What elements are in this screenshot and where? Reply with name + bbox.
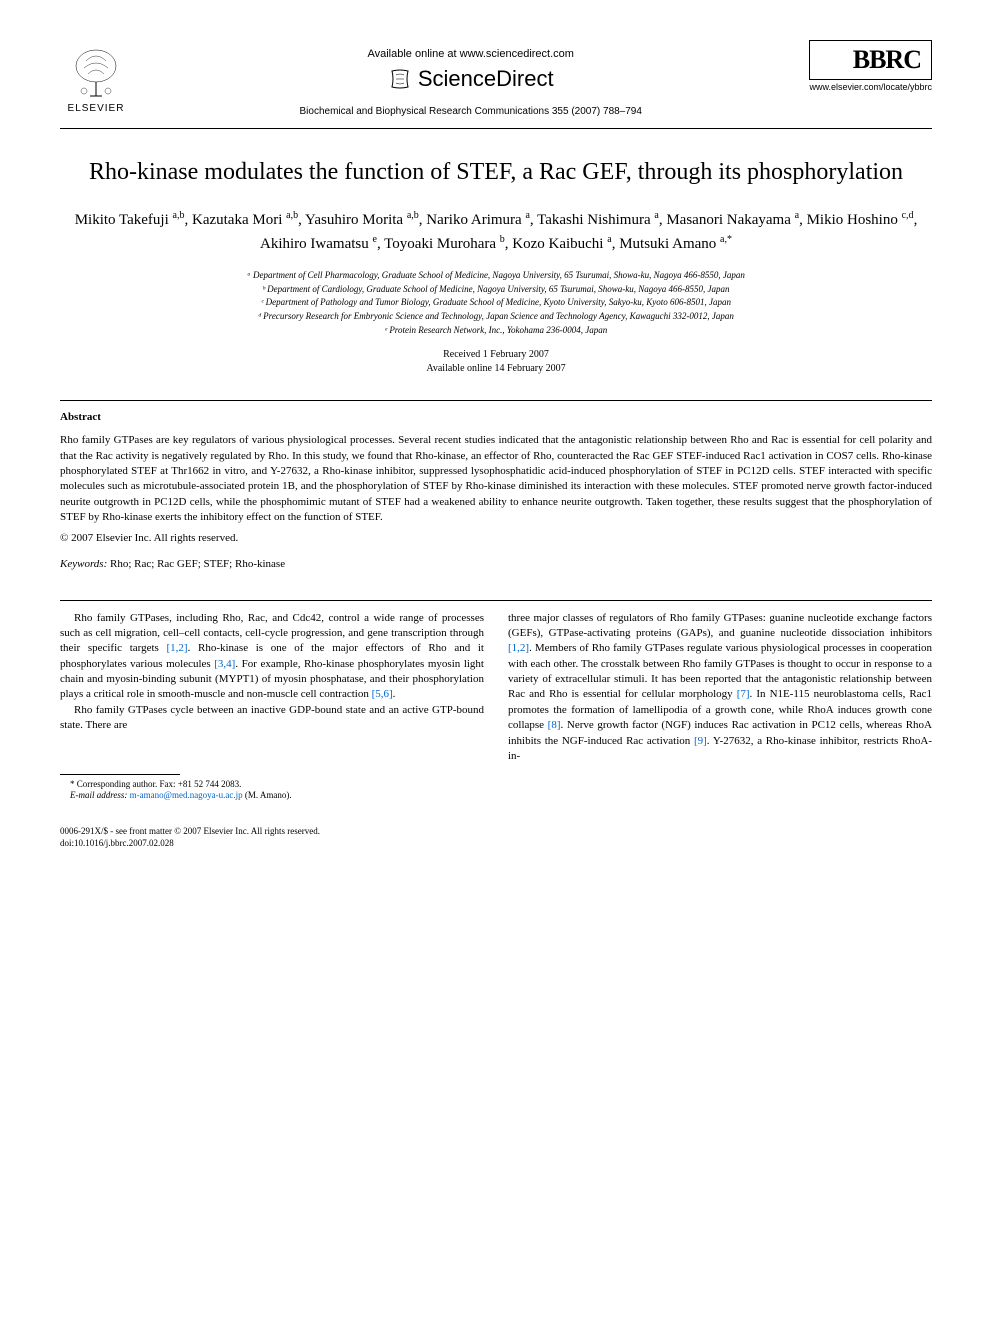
footer-line-1: 0006-291X/$ - see front matter © 2007 El… — [60, 826, 932, 838]
column-right: three major classes of regulators of Rho… — [508, 611, 932, 803]
footer: 0006-291X/$ - see front matter © 2007 El… — [60, 826, 932, 849]
ref-link[interactable]: [5,6] — [372, 688, 393, 700]
footnote: * Corresponding author. Fax: +81 52 744 … — [60, 779, 484, 802]
bbrc-text: BBRC — [820, 45, 921, 75]
abstract-text: Rho family GTPases are key regulators of… — [60, 433, 932, 525]
ref-link[interactable]: [3,4] — [214, 658, 235, 670]
ref-link[interactable]: [9] — [694, 735, 707, 747]
abstract-divider-bottom — [60, 600, 932, 601]
abstract-divider-top — [60, 400, 932, 401]
body-columns: Rho family GTPases, including Rho, Rac, … — [60, 611, 932, 803]
keywords: Keywords: Rho; Rac; Rac GEF; STEF; Rho-k… — [60, 558, 932, 570]
affiliation-line: ᵉ Protein Research Network, Inc., Yokoha… — [60, 324, 932, 337]
received-date: Received 1 February 2007 — [60, 348, 932, 362]
journal-url: www.elsevier.com/locate/ybbrc — [809, 82, 932, 92]
ref-link[interactable]: [8] — [548, 719, 561, 731]
affiliation-line: ᵇ Department of Cardiology, Graduate Sch… — [60, 283, 932, 296]
keywords-text: Rho; Rac; Rac GEF; STEF; Rho-kinase — [107, 558, 285, 570]
dates: Received 1 February 2007 Available onlin… — [60, 348, 932, 376]
available-online-text: Available online at www.sciencedirect.co… — [132, 48, 809, 60]
keywords-label: Keywords: — [60, 558, 107, 570]
ref-link[interactable]: [1,2] — [508, 642, 529, 654]
article-title: Rho-kinase modulates the function of STE… — [60, 157, 932, 188]
affiliation-line: ᵃ Department of Cell Pharmacology, Gradu… — [60, 269, 932, 282]
ref-link[interactable]: [1,2] — [166, 642, 187, 654]
header-divider — [60, 128, 932, 129]
elsevier-logo: ELSEVIER — [60, 40, 132, 120]
bbrc-container: BBRC www.elsevier.com/locate/ybbrc — [809, 40, 932, 92]
footer-doi: doi:10.1016/j.bbrc.2007.02.028 — [60, 838, 932, 850]
body-paragraph-3: three major classes of regulators of Rho… — [508, 611, 932, 765]
sciencedirect-text: ScienceDirect — [418, 66, 554, 92]
copyright: © 2007 Elsevier Inc. All rights reserved… — [60, 532, 932, 544]
journal-citation: Biochemical and Biophysical Research Com… — [132, 106, 809, 117]
authors-list: Mikito Takefuji a,b, Kazutaka Mori a,b, … — [60, 208, 932, 255]
elsevier-tree-icon — [66, 46, 126, 101]
email-link[interactable]: m-amano@med.nagoya-u.ac.jp — [130, 790, 243, 800]
abstract-heading: Abstract — [60, 411, 932, 423]
email-line: E-mail address: m-amano@med.nagoya-u.ac.… — [60, 790, 484, 802]
abstract-body: Rho family GTPases are key regulators of… — [60, 434, 932, 523]
body-paragraph-1: Rho family GTPases, including Rho, Rac, … — [60, 611, 484, 703]
header-row: ELSEVIER Available online at www.science… — [60, 40, 932, 120]
online-date: Available online 14 February 2007 — [60, 362, 932, 376]
affiliations: ᵃ Department of Cell Pharmacology, Gradu… — [60, 269, 932, 336]
elsevier-label: ELSEVIER — [68, 103, 125, 114]
center-header: Available online at www.sciencedirect.co… — [132, 40, 809, 117]
affiliation-line: ᵈ Precursory Research for Embryonic Scie… — [60, 310, 932, 323]
ref-link[interactable]: [7] — [737, 688, 750, 700]
bbrc-box: BBRC — [809, 40, 932, 80]
sciencedirect-logo: ScienceDirect — [388, 66, 554, 92]
body-paragraph-2: Rho family GTPases cycle between an inac… — [60, 703, 484, 734]
corresponding-author: * Corresponding author. Fax: +81 52 744 … — [60, 779, 484, 791]
affiliation-line: ᶜ Department of Pathology and Tumor Biol… — [60, 296, 932, 309]
column-left: Rho family GTPases, including Rho, Rac, … — [60, 611, 484, 803]
sciencedirect-icon — [388, 67, 412, 91]
footnote-divider — [60, 774, 180, 775]
